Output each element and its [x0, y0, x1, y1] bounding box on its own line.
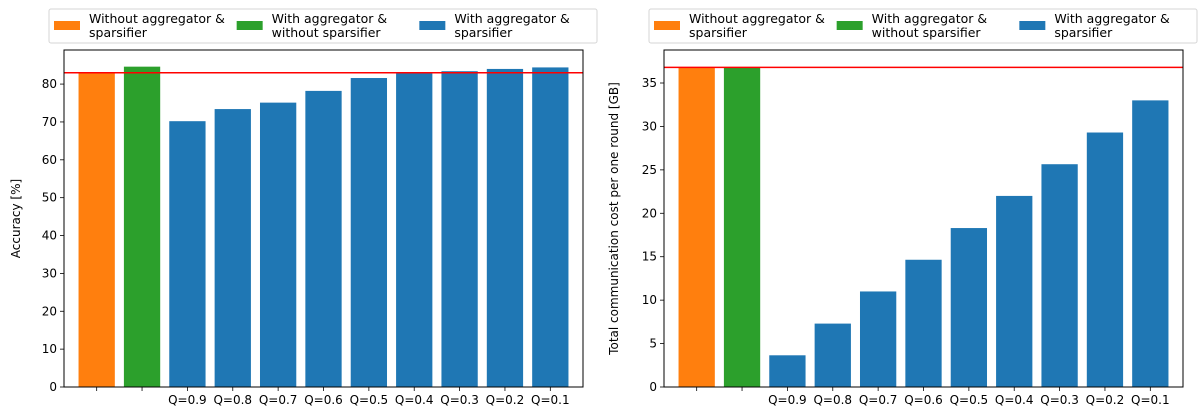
- bar: [441, 71, 478, 387]
- legend-swatch: [836, 21, 863, 30]
- x-tick-label: Q=0.4: [395, 393, 434, 407]
- y-tick-label: 70: [42, 115, 57, 129]
- legend-entry: Without aggregator &sparsifier: [654, 11, 825, 40]
- x-tick-label: Q=0.8: [213, 393, 252, 407]
- bar: [123, 66, 161, 387]
- legend-label: sparsifier: [89, 25, 148, 40]
- bar: [905, 259, 942, 387]
- bar: [350, 78, 388, 387]
- x-tick-label: Q=0.4: [995, 393, 1034, 407]
- y-tick-label: 30: [42, 266, 57, 280]
- bar: [814, 323, 851, 387]
- axes-frame: [63, 49, 584, 388]
- y-axis-label: Accuracy [%]: [9, 179, 23, 258]
- legend-swatch: [419, 21, 446, 30]
- bar: [169, 121, 206, 387]
- x-tick-label: Q=0.2: [486, 393, 525, 407]
- bar: [996, 195, 1033, 387]
- legend-swatch: [54, 21, 80, 30]
- y-tick-label: 10: [642, 293, 657, 307]
- legend-label: sparsifier: [689, 25, 748, 40]
- y-tick-label: 35: [642, 76, 657, 90]
- x-tick-label: Q=0.3: [440, 393, 479, 407]
- legend-label: With aggregator &: [272, 11, 388, 26]
- chart-panel-1: Q=0.9 Q=0.8 Q=0.7 Q=0.6 Q=0.5 Q=0.4 Q=0.3 Q=0.2…: [9, 8, 598, 407]
- y-tick-label: 80: [42, 77, 57, 91]
- y-tick-label: 0: [49, 380, 57, 394]
- bar: [214, 109, 251, 387]
- legend-label: Without aggregator &: [89, 11, 225, 26]
- legend-label: sparsifier: [1054, 25, 1113, 40]
- legend-label: With aggregator &: [1054, 11, 1170, 26]
- bar: [78, 72, 115, 387]
- y-tick-label: 15: [642, 250, 657, 264]
- legend-entry: With aggregator &sparsifier: [1019, 11, 1170, 40]
- x-tick-label: Q=0.5: [350, 393, 389, 407]
- legend-label: without sparsifier: [872, 25, 982, 40]
- x-tick-label: Q=0.3: [1040, 393, 1079, 407]
- x-tick-label: Q=0.9: [768, 393, 807, 407]
- legend-label: With aggregator &: [872, 11, 988, 26]
- x-tick-label: Q=0.8: [813, 393, 852, 407]
- legend-swatch: [236, 21, 263, 30]
- bar: [259, 102, 297, 388]
- legend-label: sparsifier: [454, 25, 513, 40]
- x-tick-label: Q=0.5: [950, 393, 989, 407]
- y-tick-label: 50: [42, 191, 57, 205]
- legend-box: [48, 8, 598, 44]
- legend-entry: With aggregator &without sparsifier: [236, 11, 388, 40]
- bar: [678, 67, 715, 388]
- bar: [723, 67, 761, 388]
- bar: [1086, 132, 1124, 387]
- axes-frame: [663, 49, 1184, 388]
- bar: [396, 72, 433, 387]
- x-tick-label: Q=0.2: [1086, 393, 1125, 407]
- y-tick-label: 30: [642, 119, 657, 133]
- legend-box: [648, 8, 1198, 44]
- bar: [1041, 164, 1078, 387]
- legend-label: With aggregator &: [454, 11, 570, 26]
- legend-label: without sparsifier: [272, 25, 382, 40]
- bar: [769, 355, 806, 387]
- y-tick-label: 20: [642, 206, 657, 220]
- x-tick-label: Q=0.9: [168, 393, 207, 407]
- y-tick-label: 40: [42, 229, 57, 243]
- legend-entry: With aggregator &without sparsifier: [836, 11, 988, 40]
- y-tick-label: 5: [649, 337, 657, 351]
- y-tick-label: 10: [42, 342, 57, 356]
- bar: [950, 228, 988, 387]
- x-tick-label: Q=0.7: [859, 393, 898, 407]
- y-tick-label: 0: [649, 380, 657, 394]
- chart-panel-2: Q=0.9 Q=0.8 Q=0.7 Q=0.6 Q=0.5 Q=0.4 Q=0.3 Q=0.2…: [607, 8, 1198, 407]
- x-tick-label: Q=0.6: [904, 393, 943, 407]
- legend-label: Without aggregator &: [689, 11, 825, 26]
- x-tick-label: Q=0.1: [531, 393, 570, 407]
- y-tick-label: 60: [42, 153, 57, 167]
- bar: [1132, 100, 1169, 388]
- x-tick-label: Q=0.1: [1131, 393, 1170, 407]
- y-tick-label: 25: [642, 163, 657, 177]
- x-tick-label: Q=0.6: [304, 393, 343, 407]
- x-tick-label: Q=0.7: [259, 393, 298, 407]
- bar: [532, 67, 569, 388]
- bar: [486, 68, 524, 387]
- legend-entry: Without aggregator &sparsifier: [54, 11, 225, 40]
- y-axis-label: Total communication cost per one round […: [607, 82, 621, 356]
- legend-swatch: [654, 21, 680, 30]
- bar: [859, 291, 897, 387]
- legend-entry: With aggregator &sparsifier: [419, 11, 570, 40]
- bar: [305, 90, 342, 387]
- y-tick-label: 20: [42, 304, 57, 318]
- legend-swatch: [1019, 21, 1046, 30]
